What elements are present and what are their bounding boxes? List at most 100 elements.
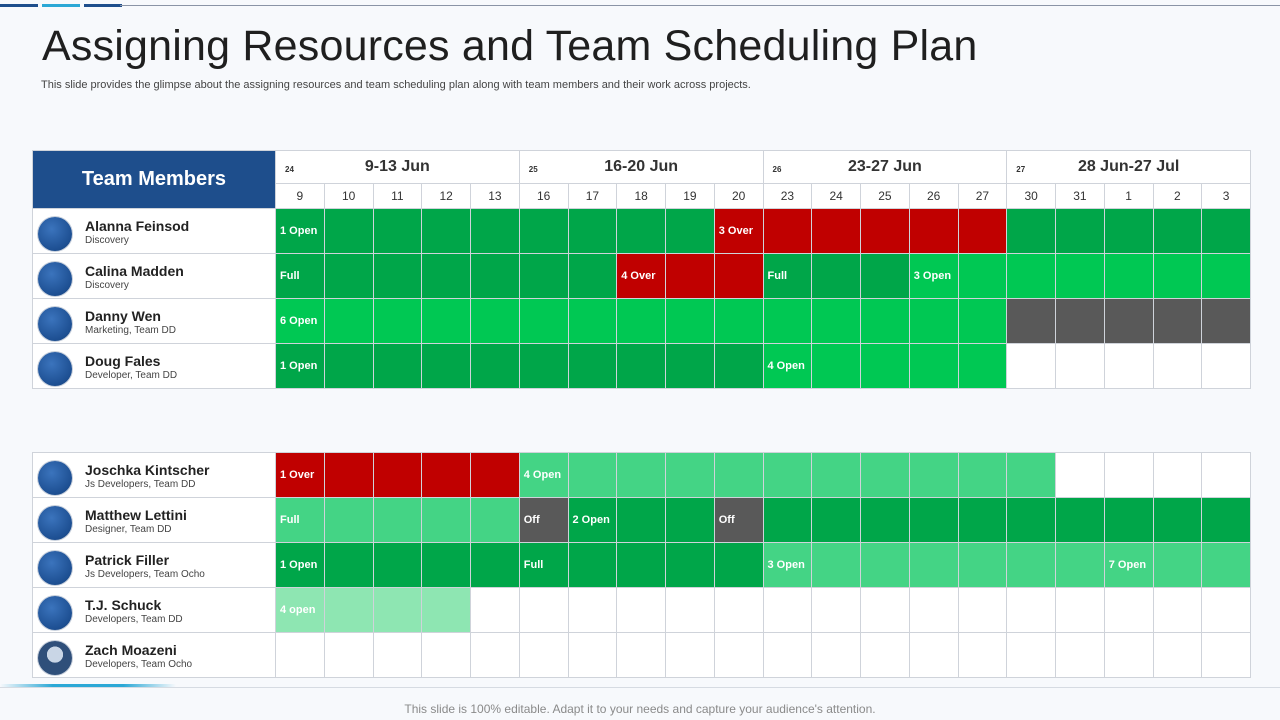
schedule-cell [811, 542, 861, 588]
schedule-cell [762, 452, 813, 498]
status-label: Full [767, 270, 788, 282]
schedule-cell [1006, 497, 1056, 543]
schedule-cell [665, 452, 715, 498]
schedule-cell [713, 587, 764, 633]
day-header: 25 [860, 183, 910, 209]
status-label: 4 Open [767, 360, 805, 372]
schedule-cell [665, 587, 715, 633]
member-row: Matthew Lettini Designer, Team DD Full Off 2… [32, 497, 1251, 543]
week-range: 16-20 Jun [604, 158, 679, 175]
schedule-cell [567, 253, 618, 299]
schedule-cell [860, 298, 910, 344]
member-row: Danny Wen Marketing, Team DD 6 Open [32, 298, 1251, 344]
schedule-cell [372, 343, 423, 389]
schedule-cell [1152, 587, 1203, 633]
schedule-cell [957, 253, 1008, 299]
schedule-cell [1201, 587, 1251, 633]
schedule-cell [616, 208, 666, 254]
schedule-cell: 3 Open [908, 253, 959, 299]
member-name: T.J. Schuck [85, 597, 162, 613]
header-week-row: Team Members 24 9-13 Jun 25 16-20 Jun 26 23-27… [32, 150, 1251, 209]
schedule-cell [323, 497, 374, 543]
member-cell: Patrick Filler Js Developers, Team Ocho [32, 542, 276, 588]
schedule-cell [616, 542, 666, 588]
member-cell: Zach Moazeni Developers, Team Ocho [32, 632, 276, 678]
schedule-cell: Off [518, 497, 569, 543]
schedule-cell [908, 632, 959, 678]
schedule-cell [860, 497, 910, 543]
schedule-cell [421, 587, 471, 633]
member-role: Designer, Team DD [85, 524, 172, 535]
day-header: 19 [665, 183, 715, 209]
schedule-cell [1055, 587, 1105, 633]
member-row: Patrick Filler Js Developers, Team Ocho 1 … [32, 542, 1251, 588]
schedule-cell [567, 542, 618, 588]
schedule-cell [421, 298, 471, 344]
day-header: 11 [372, 183, 423, 209]
status-label: 3 Over [718, 225, 753, 237]
status-label: 6 Open [280, 315, 318, 327]
schedule-cell [372, 208, 423, 254]
top-accent-bar [0, 4, 122, 7]
schedule-cell [1055, 298, 1105, 344]
day-header: 3 [1201, 183, 1251, 209]
schedule-cell [713, 343, 764, 389]
schedule-cell [1006, 542, 1056, 588]
top-divider [120, 5, 1280, 6]
schedule-cell [665, 542, 715, 588]
avatar [38, 217, 72, 251]
schedule-cell [518, 253, 569, 299]
group-spacer [33, 389, 1251, 453]
schedule-cell [957, 343, 1008, 389]
schedule-cell [957, 298, 1008, 344]
schedule-cell [1006, 343, 1056, 389]
status-label: 1 Open [280, 360, 318, 372]
schedule-cell [1103, 452, 1154, 498]
schedule-cell [421, 253, 471, 299]
day-header: 10 [323, 183, 374, 209]
footer-note: This slide is 100% editable. Adapt it to… [404, 702, 876, 716]
schedule-cell [372, 497, 423, 543]
schedule-cell [1103, 497, 1154, 543]
schedule-cell: 1 Open [275, 542, 325, 588]
schedule-cell [957, 632, 1008, 678]
status-label: Full [523, 559, 544, 571]
schedule-cell: 4 open [275, 587, 325, 633]
week-range: 28 Jun-27 Jul [1077, 158, 1180, 175]
schedule-cell [1152, 208, 1203, 254]
schedule-cell [762, 587, 813, 633]
schedule-cell [1006, 587, 1056, 633]
schedule-cell [665, 343, 715, 389]
week-number: 27 [1016, 165, 1026, 174]
member-role: Marketing, Team DD [85, 325, 176, 336]
member-cell: Danny Wen Marketing, Team DD [32, 298, 276, 344]
schedule-cell [372, 632, 423, 678]
schedule-cell [811, 343, 861, 389]
schedule-cell [1055, 343, 1105, 389]
schedule-cell [1103, 632, 1154, 678]
member-name: Zach Moazeni [85, 642, 177, 658]
member-name: Danny Wen [85, 308, 161, 324]
schedule-cell: Full [275, 253, 325, 299]
status-label: Full [280, 514, 300, 526]
schedule-cell [1006, 298, 1056, 344]
schedule-cell [908, 542, 959, 588]
schedule-cell [1006, 253, 1056, 299]
schedule-cell: 4 Over [616, 253, 666, 299]
schedule-cell: 7 Open [1103, 542, 1154, 588]
schedule-cell [1055, 632, 1105, 678]
day-header: 23 [762, 183, 813, 209]
member-row: Alanna Feinsod Discovery 1 Open 3 Over [32, 208, 1251, 254]
schedule-cell [957, 208, 1008, 254]
status-label: 4 Over [621, 270, 656, 282]
day-header: 24 [811, 183, 861, 209]
schedule-cell [323, 208, 374, 254]
schedule-cell [1152, 343, 1203, 389]
schedule-cell [323, 298, 374, 344]
schedule-cell [1152, 298, 1203, 344]
week-header: 26 23-27 Jun [762, 150, 1008, 184]
status-label: 4 open [280, 604, 316, 616]
status-label: Off [718, 514, 735, 526]
schedule-cell [323, 632, 374, 678]
member-name: Calina Madden [85, 263, 184, 279]
